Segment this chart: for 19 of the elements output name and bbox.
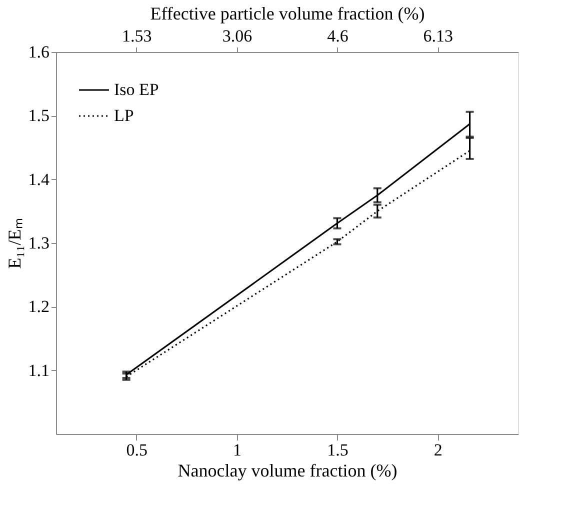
x2-tick-label: 3.06 xyxy=(222,26,252,46)
y-tick-label: 1.3 xyxy=(28,234,50,252)
legend-label: Iso EP xyxy=(114,80,159,99)
x2-tick-label: 1.53 xyxy=(122,26,152,46)
x2-tick-label: 6.13 xyxy=(423,26,454,46)
x-axis-title: Nanoclay volume fraction (%) xyxy=(178,460,398,480)
x2-tick-label: 4.6 xyxy=(327,26,348,46)
y-tick-label: 1.4 xyxy=(28,170,50,189)
x2-axis-title: Effective particle volume fraction (%) xyxy=(150,4,425,24)
legend-label: LP xyxy=(114,106,134,125)
y-tick-label: 1.2 xyxy=(28,297,50,316)
x-tick-label: 2 xyxy=(434,440,442,460)
x-tick-label: 0.5 xyxy=(126,440,148,460)
y-tick-label: 1.5 xyxy=(28,106,50,126)
x-tick-label: 1 xyxy=(233,440,242,460)
y-tick-label: 1.1 xyxy=(28,360,50,380)
y-axis-title: E₁₁/Eₘ xyxy=(4,218,24,269)
x-tick-label: 1.5 xyxy=(327,440,348,460)
y-tick-label: 1.6 xyxy=(28,42,50,62)
